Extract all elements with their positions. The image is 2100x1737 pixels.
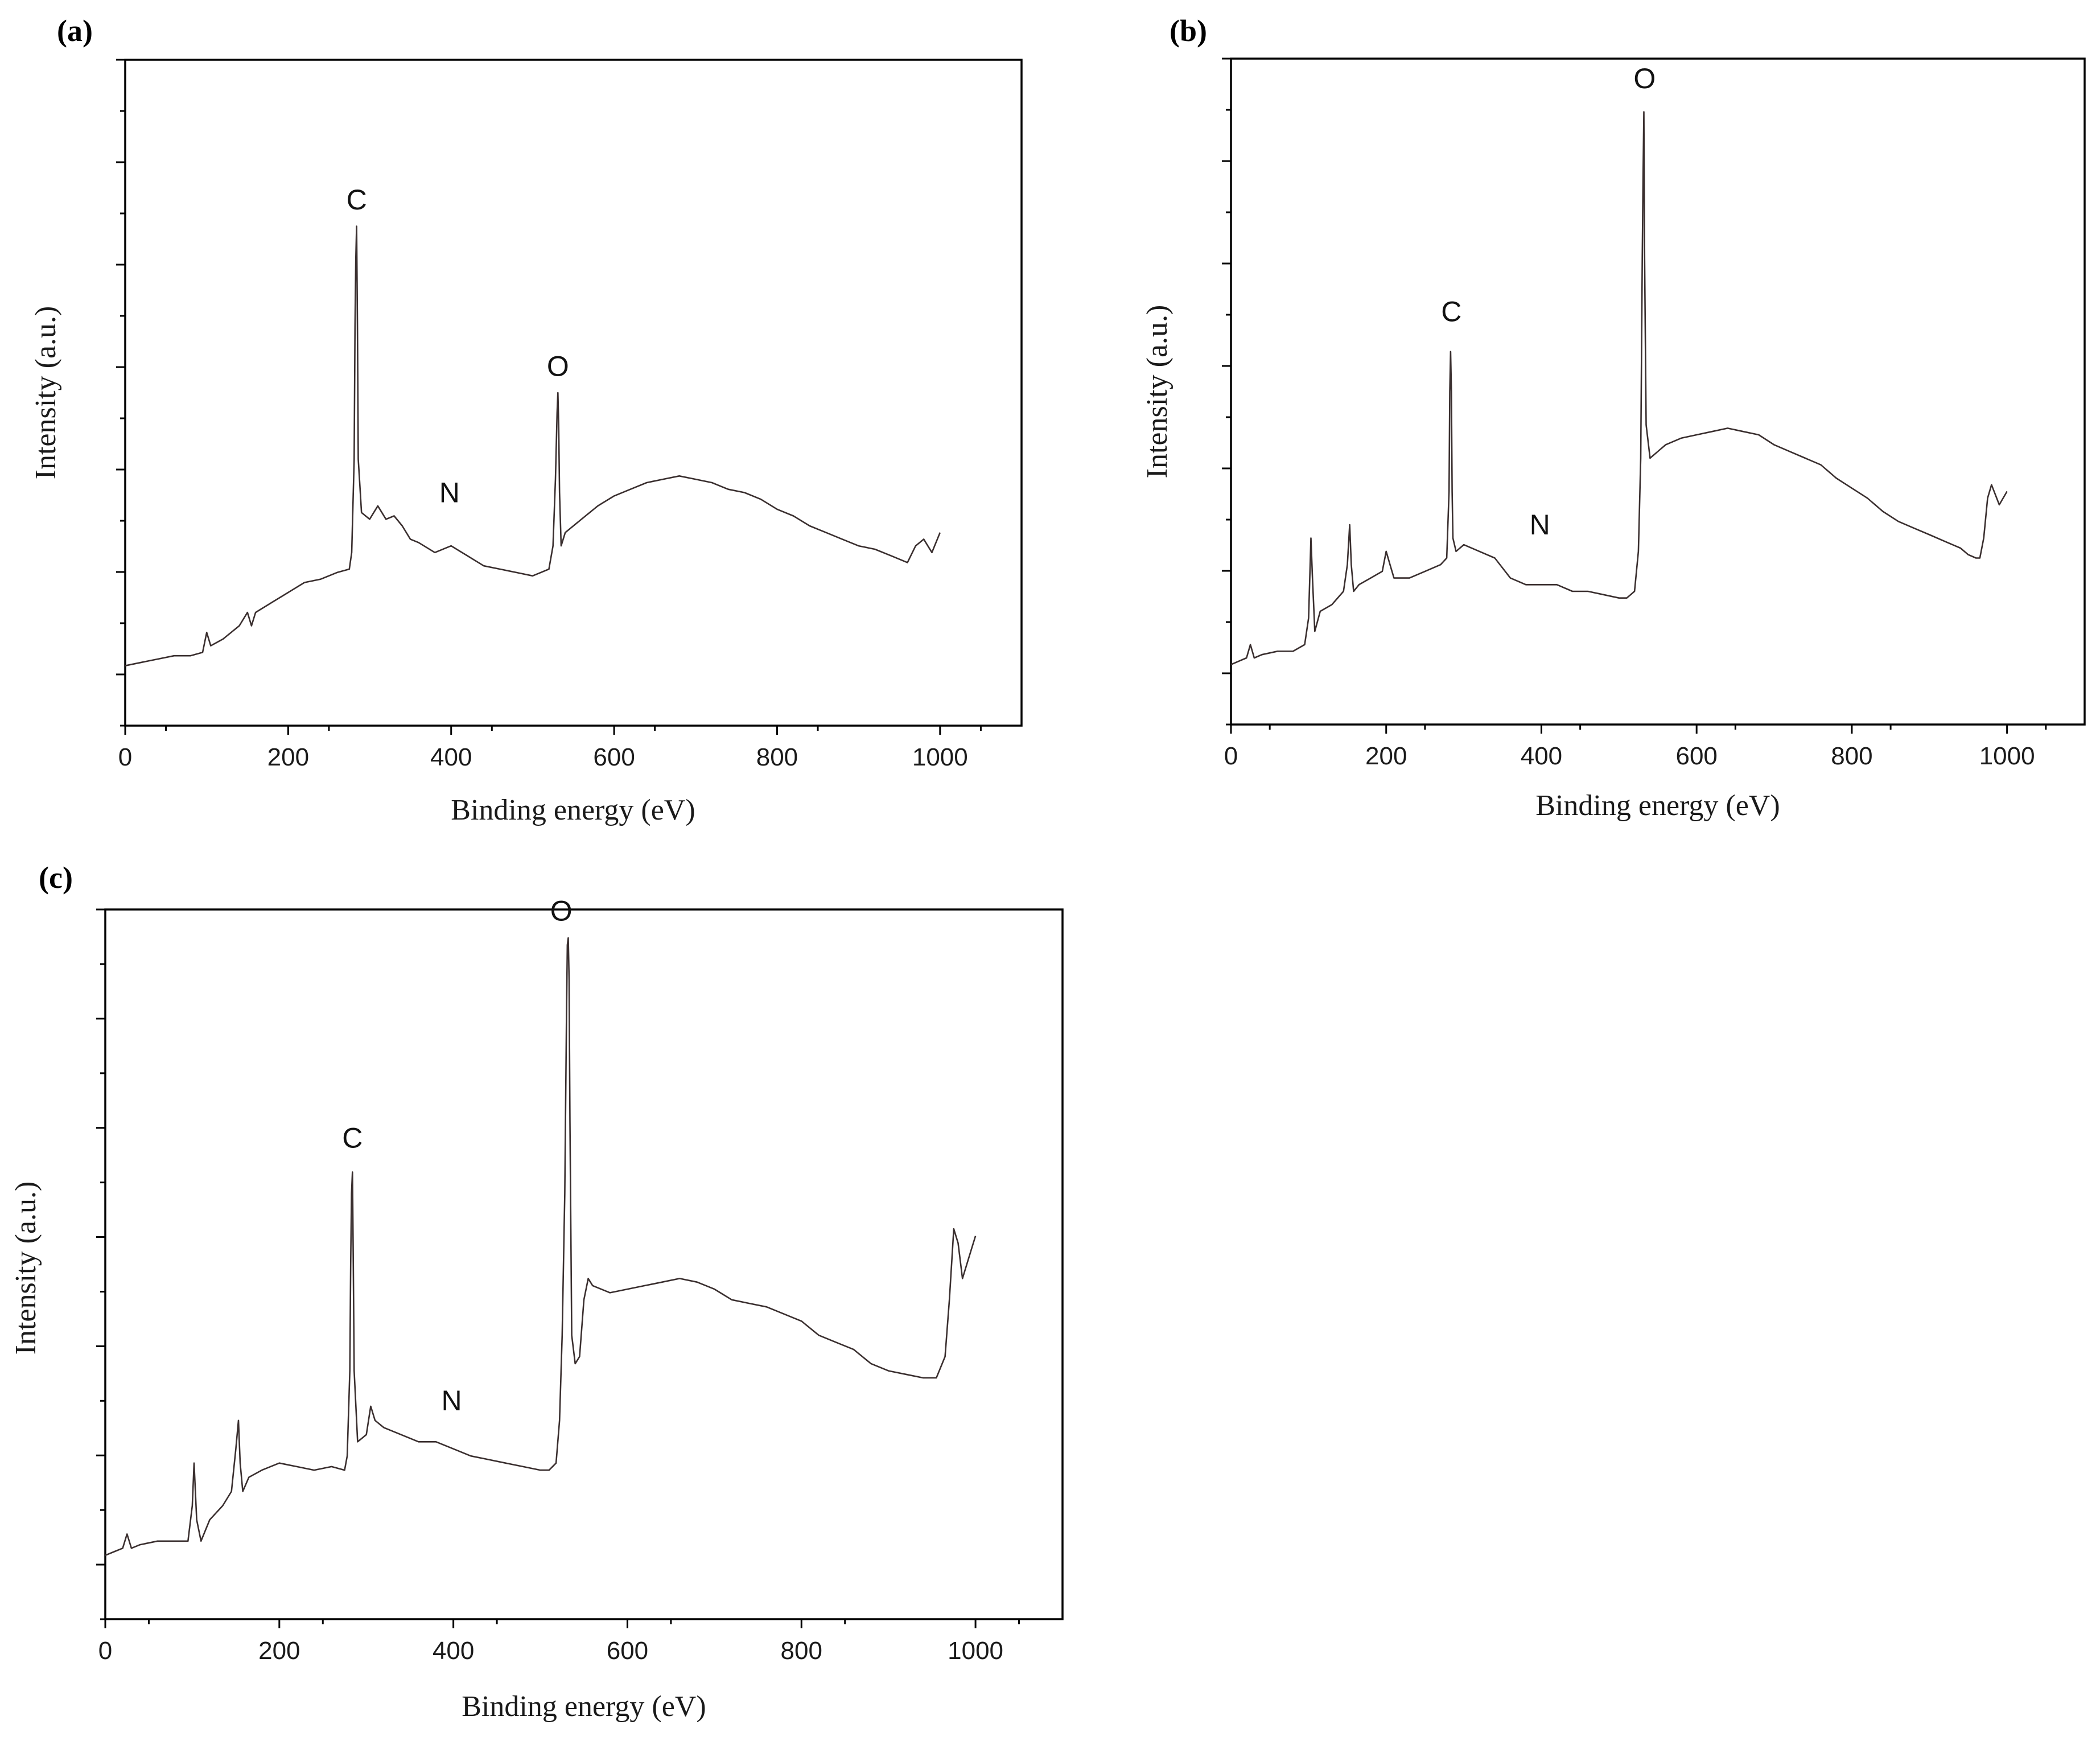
panel-b: (b) 0 200 400 600 800 1000 C N O Binding energy… [1141,14,2086,822]
peak-label-n: N [439,477,460,509]
peak-label-c: C [342,1122,363,1154]
plot-frame [104,908,1064,1620]
x-tick-label: 400 [430,743,472,771]
peak-label-c: C [1441,296,1461,328]
x-tick-label: 200 [1365,742,1407,770]
y-axis-title: Intensity (a.u.) [1141,305,1173,479]
x-tick-label: 1000 [948,1637,1003,1665]
spectrum-line [105,937,977,1557]
x-tick-label: 600 [593,743,635,771]
x-tick-label: 1000 [912,743,968,771]
x-axis-ticks: 0 200 400 600 800 1000 [118,726,982,771]
panel-label: (a) [57,14,93,48]
x-axis-title: Binding energy (eV) [462,1690,706,1723]
panel-label: (c) [39,861,73,895]
panel-label: (b) [1170,14,1207,48]
peak-label-n: N [442,1385,462,1417]
y-axis-title: Intensity (a.u.) [30,306,62,480]
panel-a: (a) 0 200 400 600 800 1000 C N O Binding energy… [30,14,1023,826]
plot-frame [1230,57,2086,726]
peak-annotations: C N O [347,184,569,509]
x-axis-ticks: 0 200 400 600 800 1000 [1224,725,2047,770]
x-tick-label: 400 [433,1637,474,1665]
peak-label-o: O [550,895,573,927]
peak-label-o: O [547,350,569,382]
x-axis-ticks: 0 200 400 600 800 1000 [98,1619,1020,1665]
x-tick-label: 200 [267,743,309,771]
panel-c: (c) 0 200 400 600 800 1000 C N O Binding energy… [10,861,1064,1723]
x-axis-title: Binding energy (eV) [451,794,695,826]
x-tick-label: 0 [118,743,132,771]
x-tick-label: 200 [258,1637,300,1665]
x-tick-label: 400 [1521,742,1562,770]
peak-annotations: C N O [1441,63,1656,541]
y-axis-ticks [96,908,105,1620]
y-axis-ticks [116,59,125,727]
peak-annotations: C N O [342,895,572,1416]
x-axis-title: Binding energy (eV) [1535,789,1780,822]
x-tick-label: 600 [607,1637,648,1665]
x-tick-label: 800 [781,1637,822,1665]
x-tick-label: 0 [98,1637,112,1665]
y-axis-title: Intensity (a.u.) [10,1182,42,1355]
peak-label-c: C [347,184,367,216]
peak-label-o: O [1633,63,1656,94]
spectrum-line [1230,111,2008,665]
y-axis-ticks [1222,57,1231,726]
peak-label-n: N [1530,509,1550,541]
plot-frame [124,59,1023,727]
spectrum-line [125,225,941,666]
x-tick-label: 800 [756,743,798,771]
x-tick-label: 0 [1224,742,1238,770]
x-tick-label: 600 [1675,742,1717,770]
x-tick-label: 1000 [1979,742,2035,770]
x-tick-label: 800 [1831,742,1872,770]
